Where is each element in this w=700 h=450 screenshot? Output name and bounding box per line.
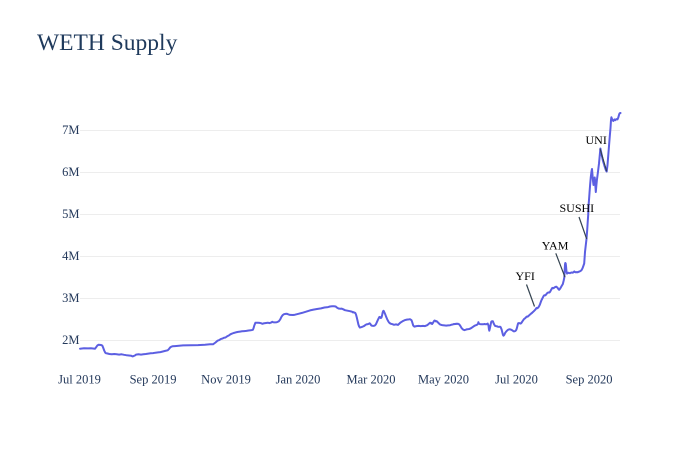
svg-text:Jul 2020: Jul 2020 — [495, 373, 538, 387]
svg-text:3M: 3M — [62, 291, 79, 305]
svg-text:Nov 2019: Nov 2019 — [201, 373, 251, 387]
svg-text:7M: 7M — [62, 123, 79, 137]
svg-text:YFI: YFI — [516, 269, 535, 283]
svg-text:YAM: YAM — [542, 239, 569, 253]
svg-text:Jan 2020: Jan 2020 — [276, 373, 321, 387]
svg-text:UNI: UNI — [586, 133, 607, 147]
svg-text:SUSHI: SUSHI — [560, 201, 595, 215]
svg-text:Mar 2020: Mar 2020 — [347, 373, 396, 387]
svg-text:Sep 2020: Sep 2020 — [566, 373, 613, 387]
svg-text:Jul 2019: Jul 2019 — [58, 373, 101, 387]
svg-text:WETH Supply: WETH Supply — [37, 30, 178, 56]
svg-text:May 2020: May 2020 — [418, 373, 469, 387]
svg-text:2M: 2M — [62, 333, 79, 347]
svg-text:6M: 6M — [62, 165, 79, 179]
svg-text:4M: 4M — [62, 249, 79, 263]
svg-text:Sep 2019: Sep 2019 — [130, 373, 177, 387]
svg-text:5M: 5M — [62, 207, 79, 221]
